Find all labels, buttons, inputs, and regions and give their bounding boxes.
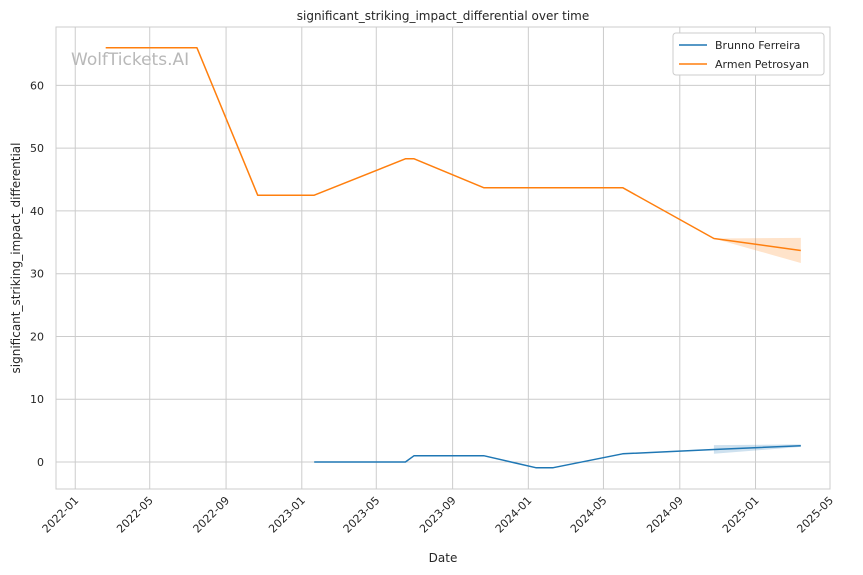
x-tick-label: 2023-09 bbox=[417, 494, 459, 536]
grid-lines bbox=[56, 27, 831, 489]
legend-label-brunno-ferreira: Brunno Ferreira bbox=[715, 39, 800, 52]
x-axis-label: Date bbox=[429, 551, 458, 565]
legend-box bbox=[672, 32, 825, 76]
x-tick-label: 2023-01 bbox=[266, 494, 308, 536]
x-tick-label: 2023-05 bbox=[341, 494, 383, 536]
legend-label-armen-petrosyan: Armen Petrosyan bbox=[715, 58, 809, 71]
x-tick-label: 2025-01 bbox=[720, 494, 762, 536]
series-line-brunno-ferreira bbox=[314, 444, 801, 469]
y-tick-label: 50 bbox=[30, 142, 44, 155]
watermark: WolfTickets.AI bbox=[71, 50, 189, 70]
y-tick-label: 0 bbox=[37, 456, 44, 469]
series-lines bbox=[105, 46, 801, 469]
x-axis-ticks: 2022-01 2022-05 2022-09 2023-01 2023-05 2023-… bbox=[40, 494, 836, 536]
x-tick-label: 2022-09 bbox=[190, 494, 232, 536]
series-line-armen-petrosyan bbox=[105, 46, 801, 252]
confidence-band-armen-petrosyan bbox=[713, 237, 801, 263]
legend: Brunno Ferreira Armen Petrosyan bbox=[672, 32, 825, 76]
x-tick-label: 2022-05 bbox=[114, 494, 156, 536]
y-axis-label: significant_striking_impact_differential bbox=[9, 143, 23, 374]
x-tick-label: 2024-01 bbox=[493, 494, 535, 536]
x-tick-label: 2024-05 bbox=[568, 494, 610, 536]
plot-area bbox=[55, 26, 831, 490]
y-tick-label: 30 bbox=[30, 268, 44, 281]
y-tick-label: 10 bbox=[30, 393, 44, 406]
y-tick-label: 40 bbox=[30, 205, 44, 218]
y-axis-ticks: 0 10 20 30 40 50 60 bbox=[30, 79, 44, 469]
chart-title: significant_striking_impact_differential… bbox=[297, 9, 589, 23]
y-tick-label: 20 bbox=[30, 330, 44, 343]
x-tick-label: 2025-05 bbox=[794, 494, 836, 536]
y-tick-label: 60 bbox=[30, 79, 44, 92]
x-tick-label: 2022-01 bbox=[40, 494, 82, 536]
x-tick-label: 2024-09 bbox=[644, 494, 686, 536]
